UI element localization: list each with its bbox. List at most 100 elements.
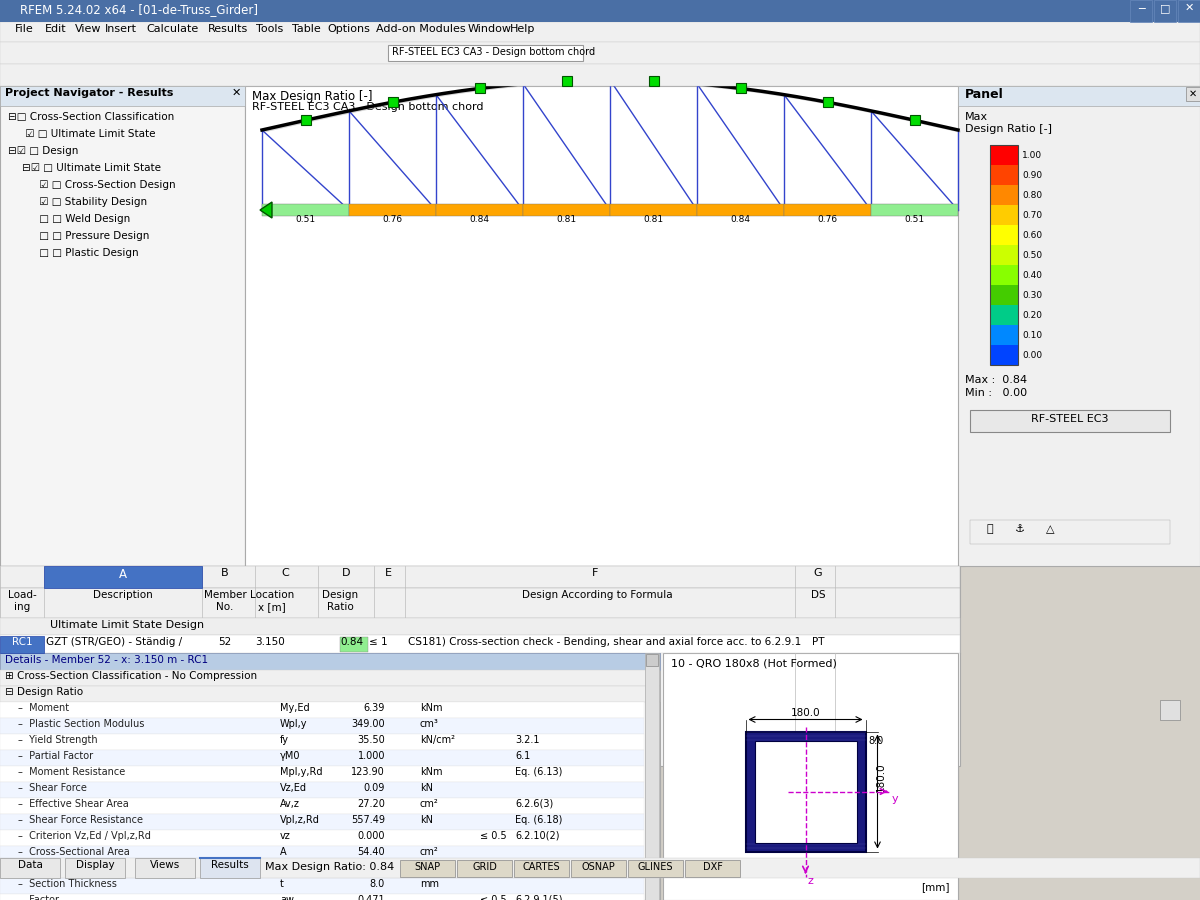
Text: ☑ □ Stability Design: ☑ □ Stability Design: [36, 197, 148, 207]
Bar: [0, 814, 644, 830]
Bar: [0, 702, 644, 718]
Text: 6.2.6(3): 6.2.6(3): [515, 799, 553, 809]
Text: 180.0: 180.0: [358, 863, 385, 873]
Bar: [970, 410, 1170, 432]
Text: Project Navigator - Results: Project Navigator - Results: [5, 88, 173, 98]
Text: ⚓: ⚓: [1015, 524, 1025, 534]
Text: Min :   0.00: Min : 0.00: [965, 388, 1027, 398]
Bar: [0, 686, 660, 702]
Text: D: D: [342, 568, 350, 578]
Text: kN/cm²: kN/cm²: [420, 735, 455, 745]
Text: Eq. (6.13): Eq. (6.13): [515, 767, 563, 777]
Text: 6.2.10(2): 6.2.10(2): [515, 831, 559, 841]
Bar: [990, 305, 1018, 325]
Text: F: F: [592, 568, 598, 578]
Text: –  Effective Shear Area: – Effective Shear Area: [18, 799, 128, 809]
Text: Mpl,y,Rd: Mpl,y,Rd: [280, 767, 323, 777]
Text: A: A: [280, 847, 287, 857]
Bar: [0, 734, 644, 750]
Text: B: B: [221, 568, 229, 578]
Bar: [0, 862, 644, 878]
Text: 6.2.9.1(5): 6.2.9.1(5): [515, 895, 563, 900]
Bar: [1130, 0, 1152, 22]
Text: SNAP: SNAP: [414, 862, 440, 872]
Bar: [784, 204, 871, 216]
Text: ⊟☑ □ Design: ⊟☑ □ Design: [8, 146, 78, 156]
Text: Design According to Formula: Design According to Formula: [522, 590, 672, 600]
Text: Edit: Edit: [44, 24, 66, 34]
Text: 0.51: 0.51: [905, 215, 924, 224]
Bar: [400, 860, 455, 877]
Text: Eq. (6.18): Eq. (6.18): [515, 815, 563, 825]
Text: 10 - QRO 180x8 (Hot Formed): 10 - QRO 180x8 (Hot Formed): [671, 658, 836, 668]
Text: 35.50: 35.50: [358, 735, 385, 745]
Text: 8.0: 8.0: [370, 879, 385, 889]
Bar: [958, 86, 1200, 566]
Bar: [910, 115, 919, 125]
Bar: [0, 566, 960, 766]
Text: –  Shear Force Resistance: – Shear Force Resistance: [18, 815, 143, 825]
Text: –  Moment Resistance: – Moment Resistance: [18, 767, 125, 777]
Text: RC1: RC1: [12, 637, 32, 647]
Text: cm²: cm²: [420, 799, 439, 809]
Text: 54.40: 54.40: [358, 847, 385, 857]
Bar: [457, 860, 512, 877]
Polygon shape: [260, 202, 272, 218]
Bar: [436, 204, 523, 216]
Text: G: G: [814, 568, 822, 578]
Text: 0.84: 0.84: [469, 215, 490, 224]
Bar: [990, 185, 1018, 205]
Bar: [523, 204, 610, 216]
Text: fy: fy: [280, 735, 289, 745]
Text: ⊟ Design Ratio: ⊟ Design Ratio: [5, 687, 83, 697]
Text: –  Yield Strength: – Yield Strength: [18, 735, 97, 745]
Text: Add-on Modules: Add-on Modules: [377, 24, 466, 34]
Text: Calculate: Calculate: [146, 24, 199, 34]
Text: Insert: Insert: [104, 24, 137, 34]
Text: Display: Display: [76, 860, 114, 870]
Text: Max: Max: [965, 112, 988, 122]
Bar: [646, 653, 659, 900]
Text: 3.150: 3.150: [256, 637, 286, 647]
Text: □ □ Plastic Design: □ □ Plastic Design: [36, 248, 139, 258]
Text: –  Criterion Vz,Ed / Vpl,z,Rd: – Criterion Vz,Ed / Vpl,z,Rd: [18, 831, 151, 841]
Text: View: View: [74, 24, 101, 34]
Text: ≤ 0.5: ≤ 0.5: [480, 895, 506, 900]
Bar: [44, 566, 202, 588]
Bar: [0, 878, 644, 894]
Text: 6.39: 6.39: [364, 703, 385, 713]
Bar: [648, 76, 659, 86]
Text: vz: vz: [280, 831, 290, 841]
Bar: [0, 858, 1200, 878]
Bar: [736, 84, 745, 94]
Text: OSNAP: OSNAP: [582, 862, 616, 872]
Bar: [0, 635, 960, 653]
Text: Design Ratio [-]: Design Ratio [-]: [965, 124, 1052, 134]
Bar: [0, 894, 644, 900]
Bar: [245, 86, 965, 566]
Text: 123.90: 123.90: [352, 767, 385, 777]
Bar: [0, 718, 644, 734]
Bar: [388, 45, 583, 61]
Text: Views: Views: [150, 860, 180, 870]
Bar: [262, 204, 349, 216]
Bar: [990, 165, 1018, 185]
Text: 0.81: 0.81: [643, 215, 664, 224]
Text: 0.70: 0.70: [1022, 211, 1042, 220]
Bar: [990, 225, 1018, 245]
Text: Vz,Ed: Vz,Ed: [280, 783, 307, 793]
Text: –  Cross-Sectional Area: – Cross-Sectional Area: [18, 847, 130, 857]
Text: Load-
ing: Load- ing: [7, 590, 36, 612]
Text: 0.20: 0.20: [1022, 310, 1042, 320]
Text: –  Factor: – Factor: [18, 895, 59, 900]
Text: 0.50: 0.50: [1022, 250, 1042, 259]
Text: GRID: GRID: [472, 862, 497, 872]
Text: DS: DS: [811, 590, 826, 600]
Text: 0.81: 0.81: [557, 215, 576, 224]
Bar: [1186, 87, 1200, 101]
Bar: [0, 566, 960, 588]
Text: Ultimate Limit State Design: Ultimate Limit State Design: [50, 620, 204, 630]
Text: ✕: ✕: [232, 88, 241, 98]
Text: –  Partial Factor: – Partial Factor: [18, 751, 94, 761]
Text: 349.00: 349.00: [352, 719, 385, 729]
